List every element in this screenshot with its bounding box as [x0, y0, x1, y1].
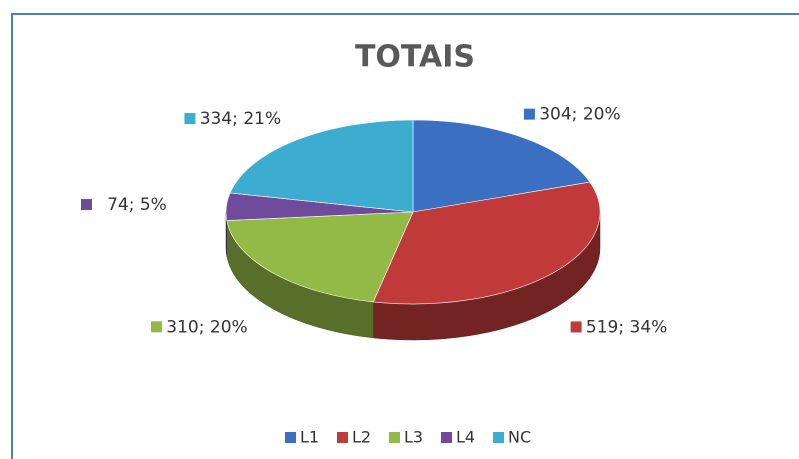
- legend-marker: [389, 432, 400, 443]
- label-marker: [150, 321, 162, 333]
- legend-label: L4: [456, 428, 475, 447]
- legend-marker: [285, 432, 296, 443]
- pie: [225, 119, 601, 341]
- legend-label: L3: [404, 428, 423, 447]
- legend-marker: [337, 432, 348, 443]
- slice: [226, 211, 414, 303]
- data-label: 304; 20%: [539, 105, 620, 125]
- data-labels: 304; 20% 519; 34% 310; 20% 74; 5% 334; 21%: [80, 105, 667, 337]
- data-label: 310; 20%: [166, 317, 247, 337]
- legend-label: L1: [300, 428, 319, 447]
- slice: [412, 119, 591, 213]
- label-marker: [523, 108, 535, 120]
- legend: L1 L2 L3 L4 NC: [285, 428, 531, 447]
- data-label: 74; 5%: [107, 195, 167, 215]
- legend-label: NC: [508, 428, 531, 447]
- legend-marker: [493, 432, 504, 443]
- chart-title: TOTAIS: [355, 40, 475, 75]
- label-marker: [80, 199, 92, 211]
- data-label: 334; 21%: [200, 109, 281, 129]
- slice: [372, 181, 601, 305]
- label-marker: [570, 321, 582, 333]
- legend-marker: [441, 432, 452, 443]
- legend-label: L2: [352, 428, 371, 447]
- label-marker: [184, 113, 196, 125]
- data-label: 519; 34%: [586, 317, 667, 337]
- slice: [229, 119, 414, 213]
